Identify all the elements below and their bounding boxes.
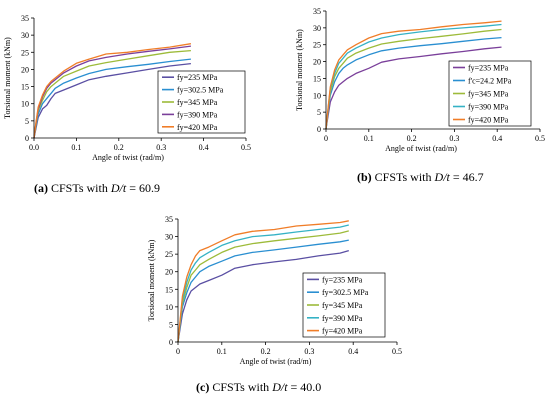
series-line-4 (177, 224, 349, 343)
y-tick-label: 5 (169, 320, 173, 329)
series-line-3 (325, 28, 502, 130)
y-tick-label: 15 (21, 83, 29, 92)
caption-panel-c: (c) CFSTs with D/t = 40.0 (196, 380, 321, 395)
legend-entry: fy=302.5 MPa (322, 288, 369, 297)
y-tick-label: 0 (25, 134, 29, 143)
legend-entry: fy=302.5 MPa (177, 86, 224, 95)
y-tick-label: 0 (169, 338, 173, 347)
y-tick-label: 15 (165, 285, 173, 294)
x-tick-label: 0.4 (492, 134, 502, 143)
x-tick-label: 0.1 (217, 347, 227, 356)
x-tick-label: 0.0 (29, 143, 39, 152)
caption-text: CFSTs with (374, 170, 432, 184)
y-tick-label: 25 (21, 48, 29, 57)
y-tick-label: 0 (317, 125, 321, 134)
caption-variable: D/t (434, 170, 450, 184)
legend-entry: f'c=24.2 MPa (468, 77, 512, 86)
caption-value: = 40.0 (290, 380, 322, 394)
x-axis-label: Angle of twist (rad/m) (385, 144, 457, 153)
legend-entry: fy=420 MPa (468, 116, 509, 125)
x-tick-label: 0.5 (535, 134, 545, 143)
series-line-1 (177, 249, 349, 343)
y-tick-label: 35 (165, 215, 173, 224)
caption-text: CFSTs with (212, 380, 270, 394)
x-tick-label: 0.2 (261, 347, 271, 356)
caption-panel-a: (a) CFSTs with D/t = 60.9 (34, 181, 160, 196)
legend-entry: fy=235 MPa (322, 275, 363, 284)
legend-entry: fy=345 MPa (468, 90, 509, 99)
x-tick-label: 0.2 (114, 143, 124, 152)
y-tick-label: 15 (313, 74, 321, 83)
legend-entry: fy=420 MPa (177, 123, 218, 132)
y-tick-label: 10 (313, 91, 321, 100)
legend-entry: fy=390 MPa (322, 314, 363, 323)
legend-entry: fy=390 MPa (177, 110, 218, 119)
x-tick-label: 0.1 (71, 143, 81, 152)
legend-entry: fy=345 MPa (322, 301, 363, 310)
legend-entry: fy=390 MPa (468, 103, 509, 112)
y-tick-label: 35 (21, 14, 29, 23)
chart-panel-c: 0 0.1 0.2 0.3 0.4 0.5 0 5 10 15 20 25 30 35 Angle of t… (147, 215, 402, 366)
y-tick-label: 10 (165, 303, 173, 312)
x-tick-label: 0.1 (364, 134, 374, 143)
y-axis-label: Torsional moment (kNm) (147, 239, 156, 321)
legend-entry: fy=345 MPa (177, 98, 218, 107)
caption-label: (b) (357, 170, 372, 184)
y-tick-label: 25 (165, 250, 173, 259)
caption-variable: D/t (272, 380, 288, 394)
series-line-2 (177, 239, 349, 343)
series-line-2 (33, 58, 191, 139)
caption-value: = 60.9 (129, 181, 160, 195)
y-tick-label: 20 (313, 58, 321, 67)
x-tick-label: 0.3 (156, 143, 166, 152)
caption-panel-b: (b) CFSTs with D/t = 46.7 (357, 170, 484, 185)
x-tick-label: 0.4 (199, 143, 209, 152)
legend-entry: fy=420 MPa (322, 327, 363, 336)
y-tick-label: 5 (25, 117, 29, 126)
y-tick-label: 25 (313, 41, 321, 50)
series-line-5 (177, 220, 349, 343)
caption-value: = 46.7 (452, 170, 484, 184)
x-tick-label: 0.3 (304, 347, 314, 356)
series-line-3 (33, 49, 191, 139)
legend-entry: fy=235 MPa (177, 73, 218, 82)
caption-label: (a) (34, 181, 48, 195)
x-tick-label: 0.5 (392, 347, 402, 356)
y-tick-label: 20 (165, 268, 173, 277)
y-axis-label: Torsional moment (kNm) (295, 29, 304, 111)
y-tick-label: 30 (21, 31, 29, 40)
x-tick-label: 0 (324, 134, 328, 143)
series-line-1 (325, 46, 502, 130)
y-tick-label: 20 (21, 65, 29, 74)
y-tick-label: 10 (21, 100, 29, 109)
y-tick-label: 30 (313, 24, 321, 33)
y-axis-label: Torsional moment (kNm) (3, 37, 12, 119)
caption-variable: D/t (110, 181, 127, 195)
y-tick-label: 35 (313, 7, 321, 16)
y-tick-label: 5 (317, 108, 321, 117)
series-line-3 (177, 230, 349, 343)
chart-panel-b: 0 0.1 0.2 0.3 0.4 0.5 0 5 10 15 20 25 30 35 Angle of t… (295, 7, 545, 153)
x-tick-label: 0.5 (241, 143, 251, 152)
legend-entry: fy=235 MPa (468, 64, 509, 73)
series-line-5 (325, 20, 502, 130)
x-tick-label: 0.4 (348, 347, 358, 356)
caption-label: (c) (196, 380, 210, 394)
x-tick-label: 0.3 (449, 134, 459, 143)
series-line-2 (325, 36, 502, 130)
caption-text: CFSTs with (51, 181, 108, 195)
series-line-5 (33, 43, 192, 139)
series-line-1 (33, 62, 191, 139)
x-tick-label: 0 (176, 347, 180, 356)
x-axis-label: Angle of twist (rad/m) (240, 357, 312, 366)
x-axis-label: Angle of twist (rad/m) (92, 153, 164, 162)
x-tick-label: 0.2 (407, 134, 417, 143)
chart-panel-a: 0.0 0.1 0.2 0.3 0.4 0.5 0 5 10 15 20 25 30 35 Angle of… (3, 14, 251, 162)
y-tick-label: 30 (165, 233, 173, 242)
